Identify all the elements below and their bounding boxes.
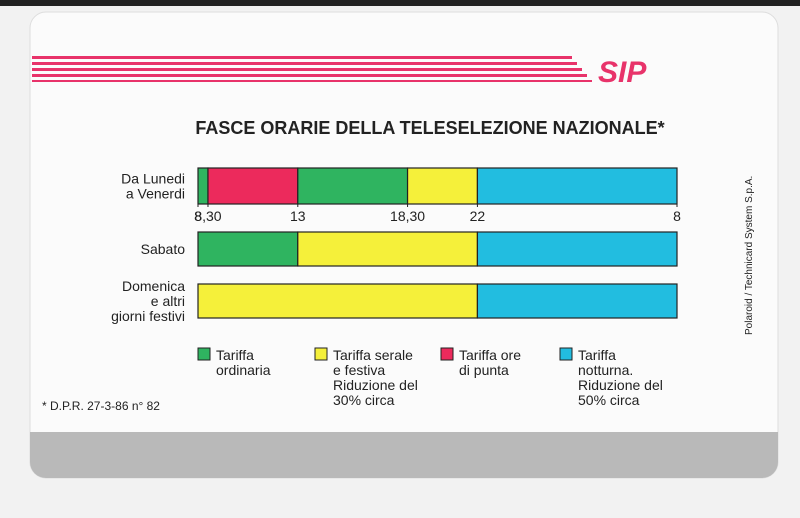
legend-label: notturna. (578, 362, 633, 378)
x-tick-label: 8,30 (194, 208, 221, 224)
legend-label: ordinaria (216, 362, 271, 378)
legend-label: Tariffa (578, 347, 616, 363)
tariff-segment (197, 283, 479, 319)
tariff-segment (197, 167, 209, 205)
legend-label: Riduzione del (578, 377, 663, 393)
tariff-segment (476, 167, 678, 205)
top-edge (0, 0, 800, 6)
legend-swatch (440, 347, 454, 361)
row-label: Sabato (141, 241, 186, 257)
magnetic-band (30, 432, 778, 478)
legend-label: e festiva (333, 362, 385, 378)
footnote: * D.P.R. 27-3-86 n° 82 (42, 399, 160, 413)
legend-swatch (314, 347, 328, 361)
tariff-segment (406, 167, 479, 205)
legend-label: 30% circa (333, 392, 395, 408)
tariff-segment (207, 167, 299, 205)
x-tick-label: 22 (470, 208, 486, 224)
tariff-segment (297, 231, 479, 267)
row-label: Domenica (122, 278, 185, 294)
x-tick-label: 13 (290, 208, 306, 224)
x-tick-label: 18,30 (390, 208, 425, 224)
row-label: giorni festivi (111, 308, 185, 324)
x-tick-label: 8 (673, 208, 681, 224)
legend-swatch (197, 347, 211, 361)
legend-label: Tariffa serale (333, 347, 413, 363)
row-label: a Venerdi (126, 186, 185, 202)
row-label: Da Lunedi (121, 171, 185, 187)
tariff-segment (476, 283, 678, 319)
chart-title: FASCE ORARIE DELLA TELESELEZIONE NAZIONA… (195, 118, 664, 138)
legend-label: Tariffa (216, 347, 254, 363)
logo-stripes (32, 56, 592, 82)
logo: SIP (598, 56, 647, 89)
legend-label: 50% circa (578, 392, 640, 408)
row-label: e altri (151, 293, 185, 309)
tariff-segment (476, 231, 678, 267)
tariff-segment (297, 167, 409, 205)
legend-label: Tariffa ore (459, 347, 521, 363)
legend-swatch (559, 347, 573, 361)
legend-label: Riduzione del (333, 377, 418, 393)
tariff-segment (197, 231, 299, 267)
side-text: Polaroid / Technicard System S.p.A. (744, 176, 755, 335)
x-tick-label: 8 (194, 208, 202, 224)
legend-label: di punta (459, 362, 509, 378)
